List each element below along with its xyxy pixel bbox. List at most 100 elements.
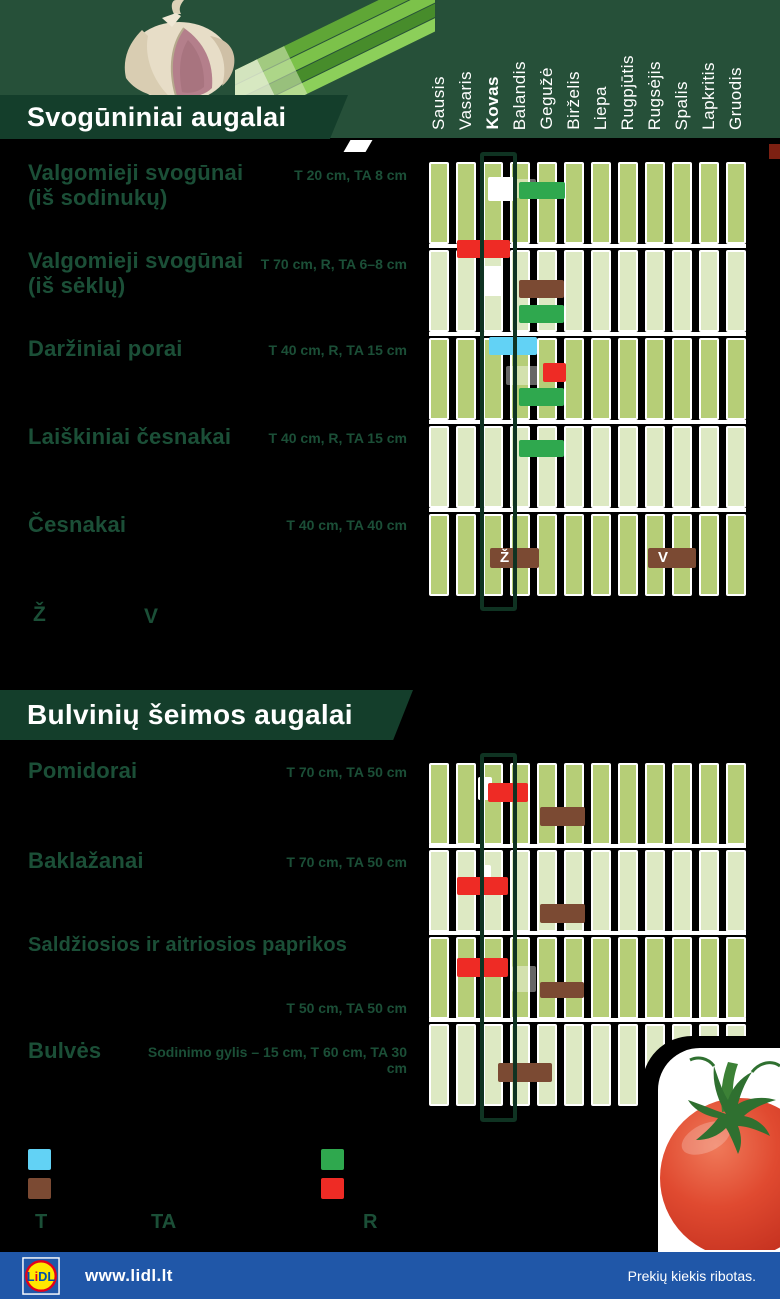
month-cell [456, 763, 476, 845]
legend-label-r: R [363, 1211, 378, 1233]
month-cell [672, 937, 692, 1019]
row-separator [429, 332, 746, 336]
month-cell [645, 937, 665, 1019]
logo-letter: i [35, 1269, 39, 1284]
month-cell [699, 250, 719, 332]
month-cell [456, 514, 476, 596]
plant-name-line1: Valgomieji svogūnai [28, 248, 244, 273]
month-cell [645, 162, 665, 244]
row-separator [429, 244, 746, 248]
month-label: Gruodis [726, 66, 745, 130]
marker-white [482, 865, 491, 878]
month-cell [537, 937, 557, 1019]
month-label: Liepa [591, 85, 610, 130]
month-label: Lapkritis [699, 62, 718, 130]
month-cell [429, 937, 449, 1019]
month-cell [672, 338, 692, 420]
month-label: Kovas [483, 76, 502, 130]
month-cell [591, 250, 611, 332]
month-cell [645, 763, 665, 845]
plant-name: Česnakai [28, 512, 127, 537]
month-cell [564, 514, 584, 596]
month-cell [699, 937, 719, 1019]
month-cell [645, 426, 665, 508]
plant-specs: T 40 cm, R, TA 15 cm [268, 430, 408, 446]
section-title: Bulvinių šeimos augalai [27, 699, 353, 730]
month-cell [672, 250, 692, 332]
marker-brown [519, 280, 564, 298]
marker-brown [540, 807, 585, 826]
footer-url: www.lidl.lt [85, 1265, 173, 1285]
plant-name-line1: Valgomieji svogūnai [28, 160, 244, 185]
month-cell [456, 937, 476, 1019]
row-separator [429, 508, 746, 512]
svg-text:LiDL: LiDL [27, 1269, 56, 1284]
month-cell [726, 514, 746, 596]
month-cell [591, 850, 611, 932]
plant-specs: T 40 cm, R, TA 15 cm [268, 342, 408, 358]
month-cell [483, 426, 503, 508]
marker-brown [498, 1063, 552, 1082]
legend-swatch-brown [28, 1178, 51, 1199]
legend-letter-z: Ž [33, 603, 46, 626]
month-cell [456, 162, 476, 244]
row-separator [429, 931, 746, 935]
footer-note: Prekių kiekis ribotas. [627, 1267, 756, 1284]
marker-red [488, 783, 528, 802]
legend-swatch-blue [28, 1149, 51, 1170]
month-cell [456, 1024, 476, 1106]
plant-name: Valgomieji svogūnai (iš sodinukų) [28, 160, 388, 210]
current-week-highlight [480, 152, 517, 611]
month-label: Vasaris [456, 71, 475, 130]
month-cell [672, 426, 692, 508]
month-label: Balandis [510, 60, 529, 130]
month-cell [645, 850, 665, 932]
month-cell [672, 763, 692, 845]
month-cell [564, 763, 584, 845]
month-cell [429, 162, 449, 244]
photo-fragment [343, 140, 373, 152]
footer-bar: LiDL www.lidl.lt Prekių kiekis ribotas. [0, 1252, 780, 1299]
month-label: Spalis [672, 80, 691, 130]
month-cell [726, 162, 746, 244]
month-cell [618, 1024, 638, 1106]
plant-name: Bulvės [28, 1038, 102, 1063]
marker-brown [540, 982, 584, 998]
plant-name: Valgomieji svogūnai (iš sėklų) [28, 248, 388, 298]
month-cell [672, 162, 692, 244]
month-cell [699, 514, 719, 596]
marker-brown [540, 904, 585, 923]
month-cell [618, 763, 638, 845]
month-cell [537, 514, 557, 596]
month-cell [429, 1024, 449, 1106]
marker-green [519, 305, 564, 323]
months-row: Sausis Vasaris Kovas Balandis Gegužė Birželis… [429, 0, 746, 138]
plant-specs: T 40 cm, TA 40 cm [286, 517, 407, 533]
month-label: Rugsėjis [645, 60, 664, 130]
month-cell [591, 426, 611, 508]
month-cell [564, 426, 584, 508]
month-cell [618, 250, 638, 332]
month-cell [699, 426, 719, 508]
plant-name: Saldžiosios ir aitriosios paprikos [28, 934, 348, 956]
month-cell [618, 850, 638, 932]
section-title-ribbon: Bulvinių šeimos augalai [0, 690, 413, 740]
row-separator [429, 1018, 746, 1022]
lidl-logo: LiDL [22, 1257, 60, 1295]
month-cell [429, 338, 449, 420]
logo-letter: DL [38, 1269, 55, 1284]
month-cell [726, 937, 746, 1019]
plant-name: Laiškiniai česnakai [28, 424, 232, 449]
month-cell [429, 514, 449, 596]
month-cell [429, 763, 449, 845]
legend-swatch-red [321, 1178, 344, 1199]
month-cell [699, 850, 719, 932]
month-cell [564, 338, 584, 420]
marker-brown-V: V [648, 548, 696, 568]
month-cell [564, 162, 584, 244]
marker-green [519, 182, 565, 199]
marker-white [483, 266, 503, 296]
month-cell [699, 763, 719, 845]
current-week-highlight [480, 753, 517, 1122]
